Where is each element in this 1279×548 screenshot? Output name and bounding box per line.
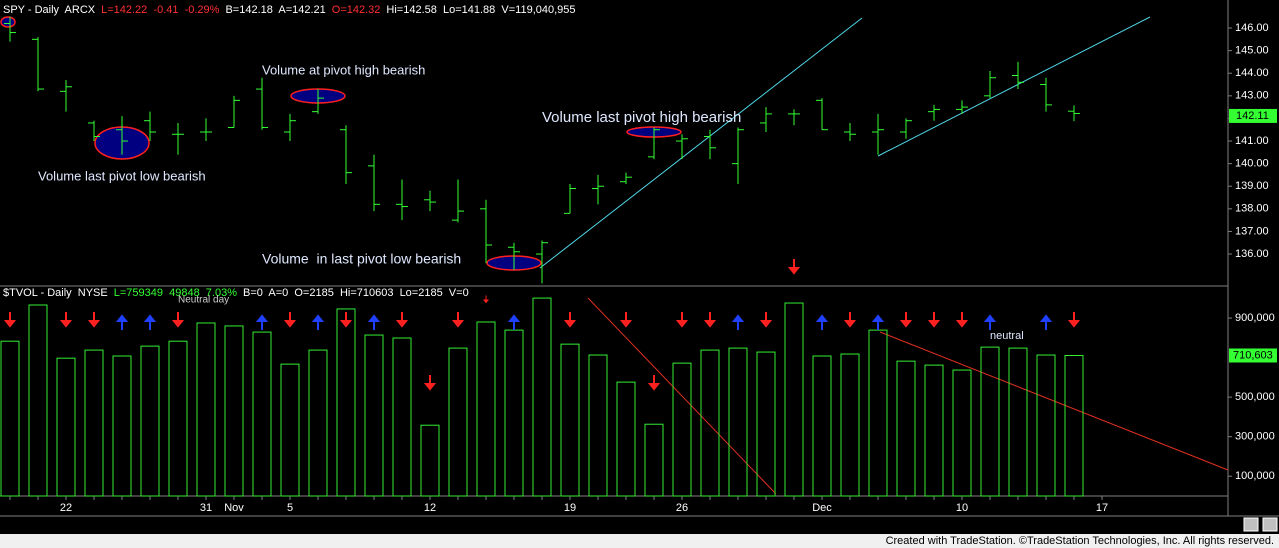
trendline xyxy=(879,331,1229,471)
header-part: L=142.22 -0.41 -0.29% xyxy=(101,4,220,16)
annotation: Volume at pivot high bearish xyxy=(262,62,425,77)
signal-arrow xyxy=(395,312,409,328)
signal-arrow xyxy=(143,314,157,330)
x-tick-label: 10 xyxy=(956,502,968,514)
signal-arrow xyxy=(731,314,745,330)
y-tick-label: 500,000 xyxy=(1235,391,1275,403)
signal-arrow xyxy=(899,312,913,328)
trendline xyxy=(539,17,863,269)
signal-arrow xyxy=(787,259,801,275)
highlight-ellipse xyxy=(0,16,16,28)
y-tick-label: 140.00 xyxy=(1235,158,1269,170)
signal-arrow xyxy=(482,295,490,304)
header-part: L=759349 49848 7.03% xyxy=(114,287,237,299)
last-value-marker xyxy=(1229,348,1277,363)
signal-arrow xyxy=(367,314,381,330)
volume-header: $TVOL - Daily NYSE L=759349 49848 7.03% B=… xyxy=(3,287,469,299)
y-tick-label: 145.00 xyxy=(1235,45,1269,57)
annotation: neutral xyxy=(990,330,1024,342)
x-tick-label: Nov xyxy=(224,502,244,514)
signal-arrow xyxy=(1067,312,1081,328)
signal-arrow xyxy=(339,312,353,328)
price-header: SPY - Daily ARCX L=142.22 -0.41 -0.29% B=1… xyxy=(3,4,576,16)
signal-arrow xyxy=(283,312,297,328)
signal-arrow xyxy=(815,314,829,330)
y-tick-label: 144.00 xyxy=(1235,67,1269,79)
x-tick-label: 22 xyxy=(60,502,72,514)
trendline xyxy=(877,16,1151,157)
header-part: SPY - Daily ARCX xyxy=(3,4,96,16)
signal-arrow xyxy=(619,312,633,328)
signal-arrow xyxy=(871,314,885,330)
x-tick-label: Dec xyxy=(812,502,832,514)
y-tick-label: 139.00 xyxy=(1235,180,1269,192)
signal-arrow xyxy=(955,312,969,328)
header-part: O=142.32 xyxy=(332,4,381,16)
y-tick-label: 138.00 xyxy=(1235,203,1269,215)
signal-arrow xyxy=(927,312,941,328)
signal-arrow xyxy=(59,312,73,328)
y-tick-label: 136.00 xyxy=(1235,248,1269,260)
signal-arrow xyxy=(1039,314,1053,330)
y-tick-label: 141.00 xyxy=(1235,135,1269,147)
last-price-marker xyxy=(1229,108,1277,123)
y-tick-label: 143.00 xyxy=(1235,90,1269,102)
signal-arrow xyxy=(703,312,717,328)
footer-bar xyxy=(0,534,1279,548)
header-part: Hi=142.58 Lo=141.88 V=119,040,955 xyxy=(386,4,575,16)
trendline xyxy=(587,297,777,495)
y-tick-label: 900,000 xyxy=(1235,312,1275,324)
x-tick-label: 5 xyxy=(287,502,293,514)
y-tick-label: 137.00 xyxy=(1235,225,1269,237)
x-tick-label: 31 xyxy=(200,502,212,514)
annotation: Volume last pivot low bearish xyxy=(38,168,206,183)
x-tick-label: 17 xyxy=(1096,502,1108,514)
y-tick-label: 300,000 xyxy=(1235,431,1275,443)
header-part: B=142.18 A=142.21 xyxy=(225,4,325,16)
signal-arrow xyxy=(171,312,185,328)
signal-arrow xyxy=(507,314,521,330)
signal-arrow xyxy=(423,375,437,391)
header-part: $TVOL - Daily NYSE xyxy=(3,287,108,299)
header-part: B=0 A=0 O=2185 Hi=710603 Lo=2185 V=0 xyxy=(243,287,469,299)
signal-arrow xyxy=(3,312,17,328)
signal-arrow xyxy=(311,314,325,330)
y-tick-label: 100,000 xyxy=(1235,470,1275,482)
signal-arrow xyxy=(563,312,577,328)
scroll-button[interactable] xyxy=(1262,517,1278,532)
signal-arrow xyxy=(843,312,857,328)
annotation: Volume in last pivot low bearish xyxy=(262,251,461,267)
signal-arrow xyxy=(647,375,661,391)
annotation: Neutral day xyxy=(178,295,229,306)
last-price-label: 142.11 xyxy=(1236,110,1269,122)
x-tick-label: 12 xyxy=(424,502,436,514)
signal-arrow xyxy=(983,314,997,330)
signal-arrow xyxy=(87,312,101,328)
x-tick-label: 19 xyxy=(564,502,576,514)
scroll-thumb[interactable] xyxy=(1243,517,1259,532)
signal-arrow xyxy=(255,314,269,330)
signal-arrow xyxy=(759,312,773,328)
background xyxy=(0,0,1279,534)
footer: Created with TradeStation. ©TradeStation… xyxy=(886,535,1274,547)
x-tick-label: 26 xyxy=(676,502,688,514)
y-tick-label: 146.00 xyxy=(1235,22,1269,34)
annotation: Volume last pivot high bearish xyxy=(542,109,741,126)
signal-arrow xyxy=(115,314,129,330)
signal-arrow xyxy=(451,312,465,328)
last-value-label: 710,603 xyxy=(1233,349,1273,361)
signal-arrow xyxy=(675,312,689,328)
